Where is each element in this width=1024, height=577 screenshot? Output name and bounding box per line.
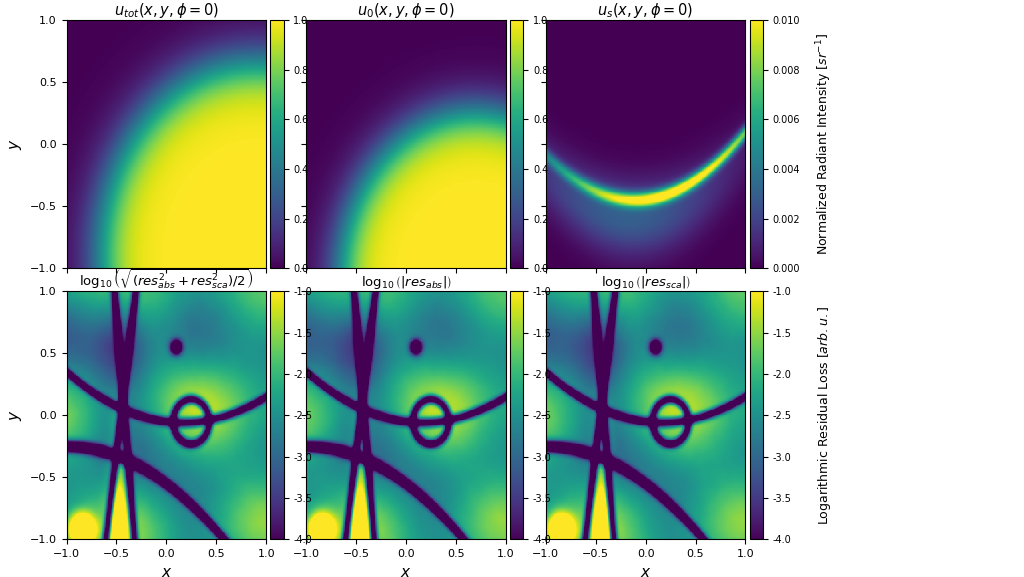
Title: $\log_{10}\left(|res_{sca}|\right)$: $\log_{10}\left(|res_{sca}|\right)$ (601, 274, 690, 291)
X-axis label: $x$: $x$ (640, 565, 651, 577)
Title: $u_s(x, y, \phi=0)$: $u_s(x, y, \phi=0)$ (597, 1, 694, 20)
X-axis label: $x$: $x$ (400, 565, 412, 577)
Y-axis label: $y$: $y$ (8, 410, 25, 421)
Title: $\log_{10}\left(\sqrt{(res_{abs}^2 + res_{sca}^2)/2}\right)$: $\log_{10}\left(\sqrt{(res_{abs}^2 + res… (79, 268, 254, 291)
Title: $u_{tot}(x, y, \phi=0)$: $u_{tot}(x, y, \phi=0)$ (114, 1, 219, 20)
Title: $u_0(x, y, \phi=0)$: $u_0(x, y, \phi=0)$ (357, 1, 455, 20)
Title: $\log_{10}\left(|res_{abs}|\right)$: $\log_{10}\left(|res_{abs}|\right)$ (360, 274, 452, 291)
Text: Normalized Radiant Intensity $[sr^{-1}]$: Normalized Radiant Intensity $[sr^{-1}]$ (814, 33, 835, 255)
Text: Logarithmic Residual Loss $[arb.u.]$: Logarithmic Residual Loss $[arb.u.]$ (816, 306, 833, 525)
X-axis label: $x$: $x$ (161, 565, 172, 577)
Y-axis label: $y$: $y$ (8, 138, 25, 150)
